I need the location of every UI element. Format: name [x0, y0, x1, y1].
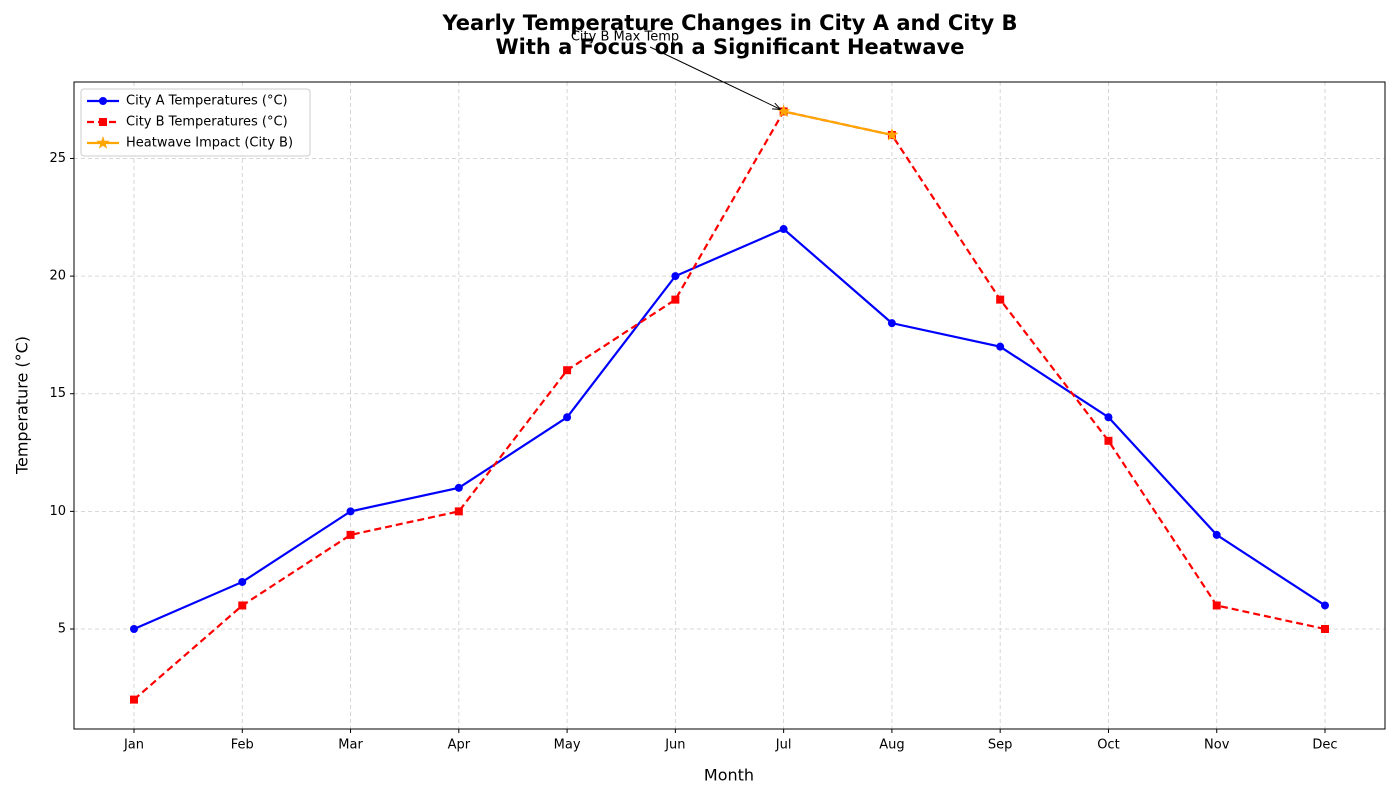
legend-box	[80, 88, 311, 157]
y-tick-label: 5	[58, 622, 66, 637]
annotation-arrow	[649, 46, 781, 109]
point	[563, 413, 572, 422]
y-tick-label: 15	[49, 386, 66, 401]
point	[454, 507, 463, 516]
x-tick-label: Nov	[1204, 738, 1230, 753]
point	[671, 295, 680, 304]
point	[130, 625, 138, 634]
x-tick-label: Dec	[1312, 738, 1337, 753]
x-tick-label: Apr	[448, 738, 471, 753]
point	[130, 695, 138, 704]
point	[346, 507, 355, 516]
point	[563, 366, 572, 375]
point	[1321, 625, 1329, 634]
x-tick-label: Jan	[123, 738, 144, 753]
point	[996, 342, 1005, 351]
series-line	[133, 227, 1326, 631]
legend-label: City B Temperatures (°C)	[126, 115, 288, 130]
x-axis-label: Month	[704, 766, 754, 785]
point	[346, 530, 355, 539]
point	[671, 272, 680, 281]
point	[238, 577, 247, 586]
point	[1212, 530, 1221, 539]
point	[777, 104, 791, 118]
x-tick-label: May	[554, 738, 581, 753]
point	[238, 601, 247, 610]
legend-marker	[99, 118, 107, 126]
point	[1104, 436, 1113, 445]
point	[996, 295, 1005, 304]
x-tick-label: Mar	[338, 738, 363, 753]
chart-title: Yearly Temperature Changes in City A and…	[442, 11, 1018, 59]
x-tick-label: Aug	[879, 738, 904, 753]
y-tick-label: 25	[49, 151, 66, 166]
point	[1321, 601, 1329, 610]
point	[1104, 413, 1113, 422]
x-tick-label: Sep	[988, 738, 1013, 753]
point	[1212, 601, 1221, 610]
series-line	[133, 110, 1326, 701]
point	[454, 483, 463, 492]
x-tick-label: Jun	[664, 738, 685, 753]
plot-frame	[73, 81, 1386, 730]
legend-marker	[99, 97, 107, 105]
y-axis-label: Temperature (°C)	[13, 336, 32, 475]
annotation-text: City B Max Temp	[571, 30, 679, 45]
x-tick-label: Oct	[1097, 738, 1119, 753]
point	[887, 319, 896, 328]
y-tick-label: 10	[49, 504, 66, 519]
legend-label: City A Temperatures (°C)	[126, 94, 288, 109]
series-line	[783, 110, 893, 137]
legend-label: Heatwave Impact (City B)	[126, 136, 293, 151]
point	[779, 225, 788, 234]
y-tick-label: 20	[49, 269, 66, 284]
x-tick-label: Feb	[231, 738, 254, 753]
x-tick-label: Jul	[775, 738, 792, 753]
legend-marker	[96, 136, 110, 149]
point	[885, 127, 899, 141]
